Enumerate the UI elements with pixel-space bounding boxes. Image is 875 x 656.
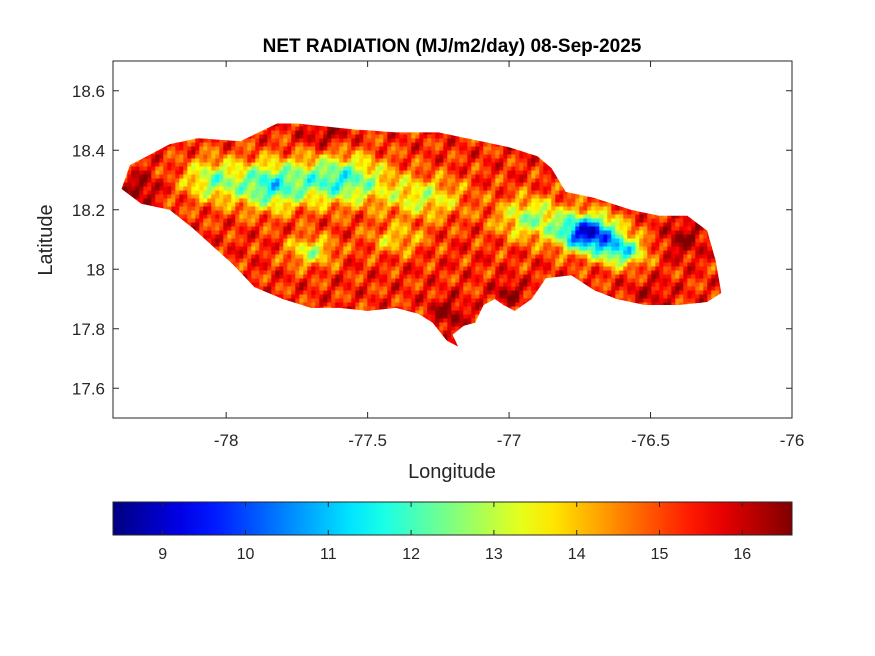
colorbar-tick-label: 11 [320, 546, 337, 563]
colorbar-tick-label: 10 [237, 546, 255, 563]
x-tick-label: -77.5 [348, 431, 387, 450]
y-axis: 17.6 17.8 18 18.2 18.4 18.6 [72, 82, 792, 398]
x-tick-label: -76 [780, 431, 805, 450]
colorbar-tick-label: 14 [568, 546, 586, 563]
colorbar-ticks: 9 10 11 12 13 14 15 16 [158, 502, 751, 563]
y-axis-label: Latitude [35, 204, 57, 275]
x-axis-label: Longitude [408, 461, 496, 483]
chart-title: NET RADIATION (MJ/m2/day) 08-Sep-2025 [263, 36, 642, 57]
x-tick-label: -78 [214, 431, 239, 450]
colorbar-tick-label: 16 [733, 546, 751, 563]
colorbar-tick-label: 15 [651, 546, 669, 563]
colorbar-gradient [112, 501, 793, 536]
colorbar-tick-label: 9 [158, 546, 167, 563]
y-tick-label: 18 [86, 260, 105, 279]
axes-box [112, 60, 793, 419]
colorbar-tick-label: 13 [485, 546, 503, 563]
map-axes: -78 -77.5 -77 -76.5 -76 17.6 17.8 18 18.2 18.4 18… [72, 60, 804, 450]
x-tick-label: -76.5 [631, 431, 670, 450]
colorbar-tick-label: 12 [402, 546, 420, 563]
y-tick-label: 18.6 [72, 82, 105, 101]
y-tick-label: 18.4 [72, 141, 105, 160]
y-tick-label: 18.2 [72, 201, 105, 220]
x-axis: -78 -77.5 -77 -76.5 -76 [214, 61, 804, 450]
colorbar: 9 10 11 12 13 14 15 16 [112, 501, 793, 563]
y-tick-label: 17.8 [72, 320, 105, 339]
y-tick-label: 17.6 [72, 379, 105, 398]
x-tick-label: -77 [497, 431, 522, 450]
